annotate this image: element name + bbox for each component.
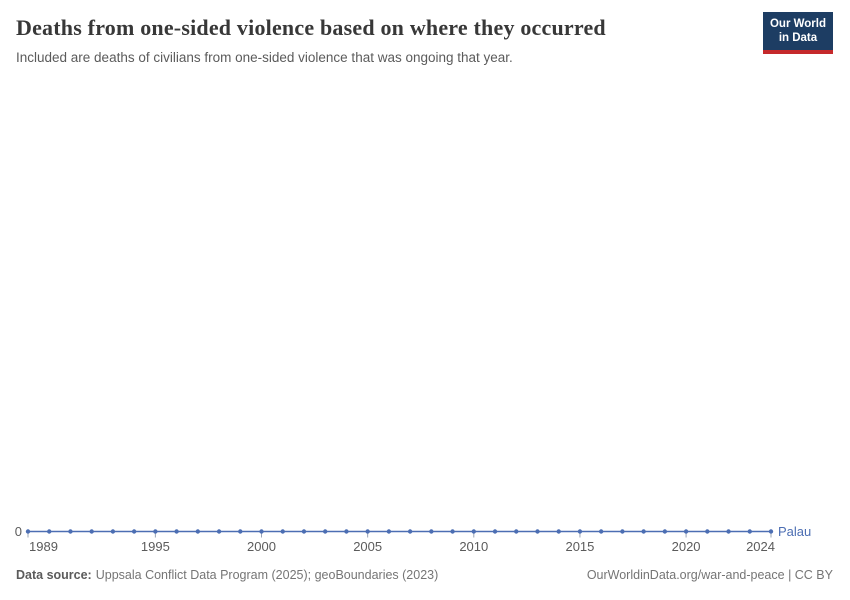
data-point: [386, 529, 392, 534]
chart-footer: Data source: Uppsala Conflict Data Progra…: [16, 568, 833, 582]
owid-logo[interactable]: Our World in Data: [762, 12, 833, 54]
data-point: [556, 529, 561, 534]
data-point: [238, 529, 243, 534]
data-point: [598, 529, 604, 534]
x-axis-tick-label: 2010: [459, 539, 488, 554]
data-point: [662, 529, 668, 534]
data-point: [705, 529, 710, 534]
data-point: [620, 529, 625, 534]
x-axis-tick-label: 2020: [672, 539, 701, 554]
data-point: [768, 529, 774, 534]
data-point: [492, 529, 498, 534]
data-point: [683, 529, 689, 534]
data-source-text: Uppsala Conflict Data Program (2025); ge…: [95, 568, 439, 582]
data-source-label: Data source:: [16, 568, 92, 582]
data-point: [323, 529, 328, 534]
x-axis-tick-label: 2015: [565, 539, 594, 554]
data-point: [131, 529, 137, 534]
data-point: [747, 529, 752, 534]
owid-logo-line1: Our World: [769, 18, 826, 30]
data-point: [577, 529, 583, 534]
owid-url-link[interactable]: OurWorldinData.org/war-and-peace | CC BY: [586, 568, 833, 582]
data-point: [429, 529, 434, 534]
data-point: [514, 529, 519, 534]
data-point: [153, 529, 158, 534]
data-point: [726, 529, 731, 534]
data-point: [280, 529, 285, 534]
page-title: Deaths from one-sided violence based on …: [16, 15, 606, 40]
data-point: [174, 529, 179, 534]
data-point: [216, 529, 222, 534]
data-point: [259, 529, 264, 534]
data-point: [110, 529, 116, 534]
data-point: [641, 529, 646, 534]
data-point: [25, 529, 31, 534]
data-source: Data source: Uppsala Conflict Data Progra…: [16, 568, 438, 582]
data-point: [89, 529, 94, 534]
data-point: [471, 529, 476, 534]
x-axis-tick-label: 2024: [746, 539, 775, 554]
data-point: [195, 529, 201, 534]
chart-header: Deaths from one-sided violence based on …: [16, 15, 750, 65]
data-point: [301, 529, 307, 534]
x-axis-tick-label: 1995: [141, 539, 170, 554]
data-point: [68, 529, 73, 534]
x-axis-tick-label: 2005: [353, 539, 382, 554]
data-point: [407, 529, 413, 534]
data-point: [365, 529, 370, 534]
x-axis-tick-label: 2000: [247, 539, 276, 554]
owid-logo-line2: in Data: [778, 32, 818, 45]
y-axis-tick-label: 0: [15, 524, 22, 539]
page-subtitle: Included are deaths of civilians from on…: [16, 50, 513, 66]
data-point: [535, 529, 540, 534]
data-point: [344, 529, 349, 534]
data-point: [450, 529, 455, 534]
x-axis-tick-label: 1989: [29, 539, 58, 554]
data-point: [47, 529, 52, 534]
series-label: Palau: [778, 524, 811, 539]
